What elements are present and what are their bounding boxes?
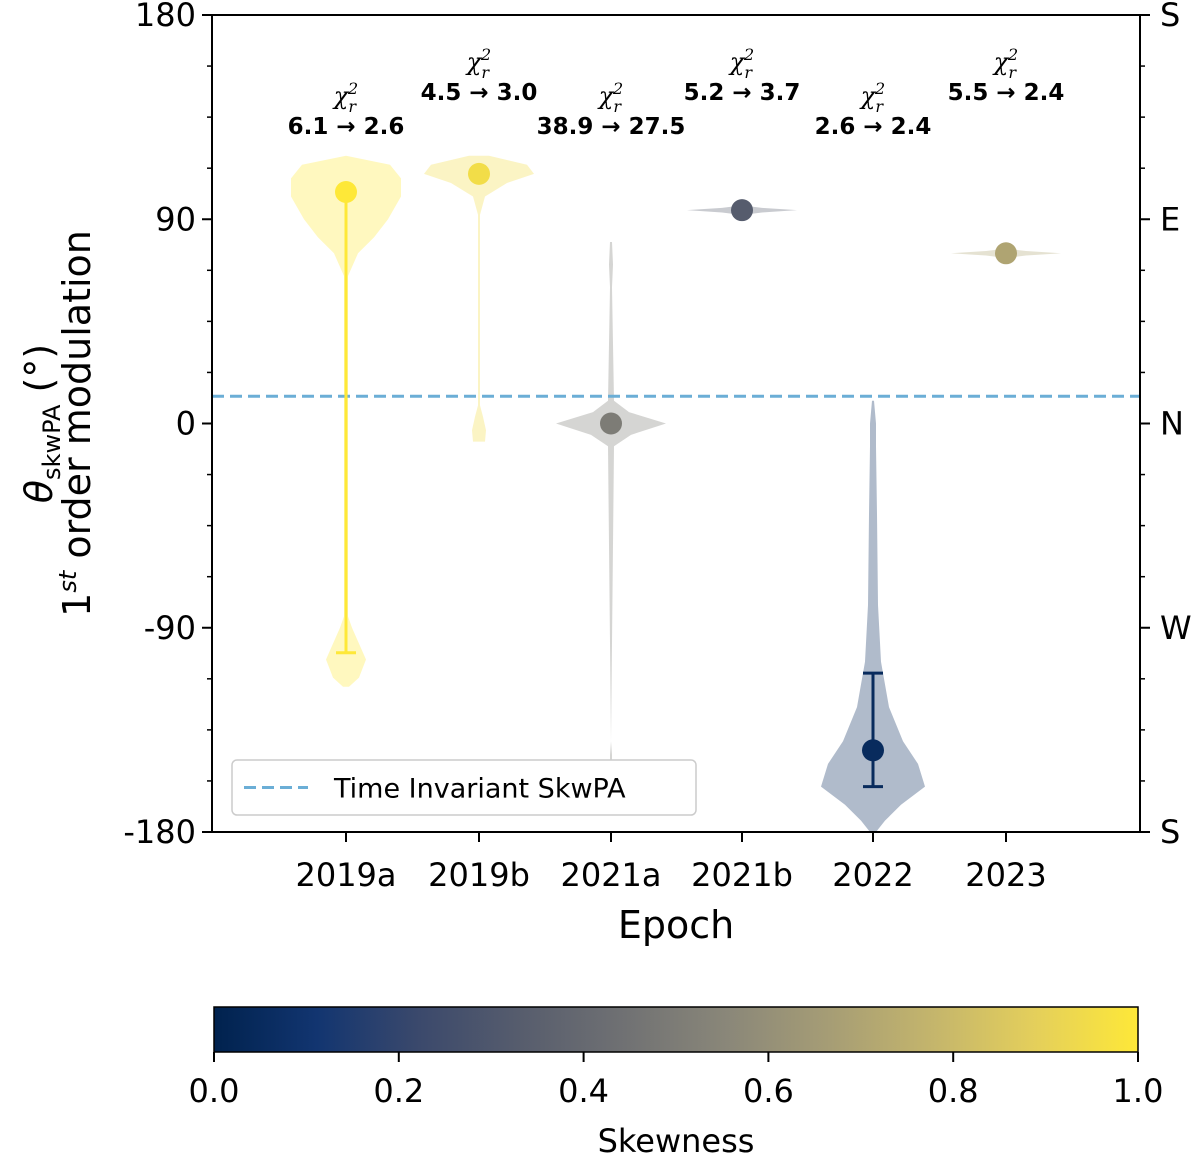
median-point-2022	[862, 739, 884, 762]
median-point-2021a	[600, 412, 622, 435]
x-tick-label-2019b: 2019b	[428, 856, 530, 894]
median-point-2021b	[731, 199, 753, 222]
right-tick-label: S	[1160, 813, 1180, 851]
y-tick-label: 180	[135, 0, 196, 34]
colorbar-title: Skewness	[598, 1122, 755, 1159]
x-tick-label-2021a: 2021a	[560, 856, 661, 894]
y-axis-title: θskwPA (°) 1st order modulation	[17, 230, 99, 617]
chi-symbol-2019b: χr2	[465, 45, 491, 82]
violin-layer	[291, 155, 1061, 832]
y-axis-ticks: 180 90 0 -90 -180	[123, 0, 212, 851]
violin-2021a	[556, 241, 666, 769]
chi-symbol-2021b: χr2	[728, 45, 754, 82]
colorbar-tick-label: 0.6	[743, 1072, 794, 1110]
median-points-layer	[335, 162, 1017, 789]
violin-2022	[821, 400, 925, 832]
chi-symbol-2019a: χr2	[332, 79, 358, 116]
chi-value-2021a: 38.9 → 27.5	[537, 114, 686, 140]
colorbar-tick-label: 1.0	[1113, 1072, 1164, 1110]
median-point-2023	[995, 242, 1017, 265]
chi-value-2023: 5.5 → 2.4	[948, 80, 1065, 106]
chi-symbol-2023: χr2	[992, 45, 1018, 82]
right-tick-label: W	[1160, 609, 1192, 647]
colorbar: 0.0 0.2 0.4 0.6 0.8 1.0 Skewness	[189, 1006, 1164, 1159]
right-tick-label: E	[1160, 200, 1180, 238]
y-axis-title-line1: θskwPA (°)	[17, 344, 66, 503]
chi-value-2022: 2.6 → 2.4	[815, 114, 932, 140]
right-tick-label: N	[1160, 405, 1184, 443]
chi-value-2019b: 4.5 → 3.0	[421, 80, 538, 106]
x-tick-label-2019a: 2019a	[295, 856, 396, 894]
legend: Time Invariant SkwPA	[231, 759, 697, 816]
median-point-2019a	[335, 181, 357, 204]
colorbar-tick-label: 0.8	[928, 1072, 979, 1110]
colorbar-tick-label: 0.2	[373, 1072, 424, 1110]
right-axis-ticks: S E N W S	[1140, 0, 1192, 851]
y-tick-label: 0	[176, 405, 196, 443]
y-tick-label: 90	[155, 200, 196, 238]
x-axis-ticks: 2019a 2019b 2021a 2021b 2022 2023	[295, 832, 1047, 894]
x-tick-label-2021b: 2021b	[691, 856, 793, 894]
colorbar-tick-label: 0.0	[189, 1072, 240, 1110]
colorbar-tick-label: 0.4	[558, 1072, 609, 1110]
y-axis-title-line2: 1st order modulation	[54, 230, 99, 617]
legend-box	[231, 759, 697, 816]
y-tick-label: -90	[144, 609, 196, 647]
y-tick-label: -180	[123, 813, 196, 851]
x-tick-label-2023: 2023	[965, 856, 1046, 894]
right-tick-label: S	[1160, 0, 1180, 34]
chi-value-2019a: 6.1 → 2.6	[288, 114, 405, 140]
chi-symbol-2021a: χr2	[597, 79, 623, 116]
x-axis-title: Epoch	[618, 903, 734, 947]
chi-value-2021b: 5.2 → 3.7	[684, 80, 801, 106]
chi-symbol-2022: χr2	[859, 79, 885, 116]
colorbar-ticks: 0.0 0.2 0.4 0.6 0.8 1.0	[189, 1052, 1164, 1110]
median-point-2019b	[468, 162, 490, 185]
violin-2019b	[424, 155, 534, 442]
colorbar-bar	[213, 1006, 1139, 1053]
x-tick-label-2022: 2022	[832, 856, 913, 894]
legend-label: Time Invariant SkwPA	[333, 774, 626, 805]
